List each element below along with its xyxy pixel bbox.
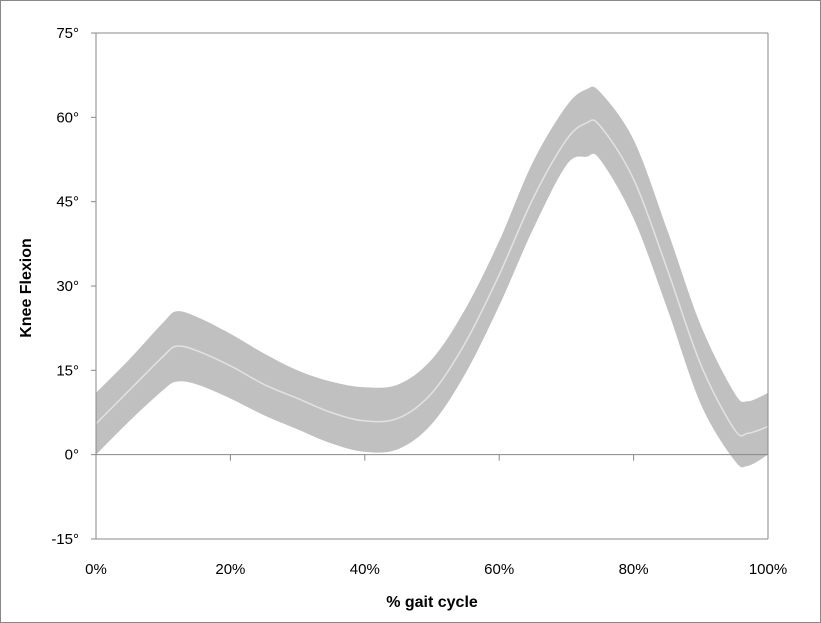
x-tick-label: 80% xyxy=(619,561,649,578)
axis-layer xyxy=(91,32,769,540)
y-axis-title: Knee Flexion xyxy=(18,238,35,338)
band-layer xyxy=(95,86,769,468)
y-tick-label: 15° xyxy=(56,362,79,379)
x-tick-label: 100% xyxy=(749,561,787,578)
x-tick-label: 0% xyxy=(85,561,107,578)
sd-band-0 xyxy=(96,86,768,468)
y-tick-label: 45° xyxy=(56,194,79,211)
x-tick-label: 20% xyxy=(215,561,245,578)
mean-line-0 xyxy=(95,119,769,437)
y-tick-label: -15° xyxy=(51,531,79,548)
y-tick-label: 60° xyxy=(56,109,79,126)
x-tick-label: 60% xyxy=(484,561,514,578)
tick-label-layer: 0% 20% 40% 60% 80% 100% 75° 60° 45° 30° 15° 0° -15° xyxy=(51,25,787,578)
x-tick-label: 40% xyxy=(350,561,380,578)
y-tick-label: 30° xyxy=(56,278,79,295)
y-tick-label: 75° xyxy=(56,25,79,42)
y-tick-label: 0° xyxy=(65,447,79,464)
x-axis-title: % gait cycle xyxy=(386,594,478,611)
